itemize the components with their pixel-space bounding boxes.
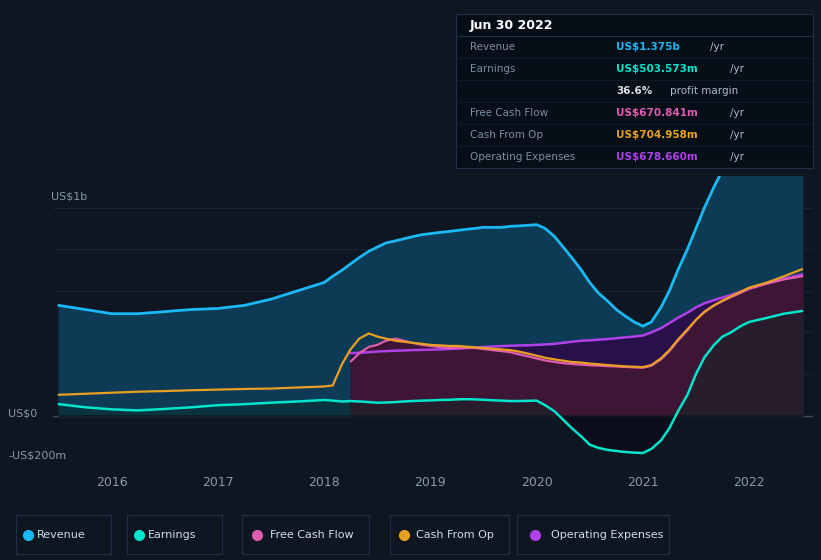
Text: Free Cash Flow: Free Cash Flow xyxy=(270,530,354,540)
Text: /yr: /yr xyxy=(730,108,744,118)
Text: US$1b: US$1b xyxy=(51,192,87,202)
Text: Revenue: Revenue xyxy=(470,42,515,52)
Text: 36.6%: 36.6% xyxy=(617,86,653,96)
Text: US$0: US$0 xyxy=(8,409,38,419)
Text: /yr: /yr xyxy=(730,130,744,140)
Text: Cash From Op: Cash From Op xyxy=(416,530,494,540)
Text: US$678.660m: US$678.660m xyxy=(617,152,698,162)
Text: profit margin: profit margin xyxy=(670,86,738,96)
Text: Earnings: Earnings xyxy=(470,64,516,74)
Text: Operating Expenses: Operating Expenses xyxy=(470,152,576,162)
Text: US$1.375b: US$1.375b xyxy=(617,42,681,52)
Text: US$704.958m: US$704.958m xyxy=(617,130,698,140)
Text: US$670.841m: US$670.841m xyxy=(617,108,698,118)
Text: Revenue: Revenue xyxy=(37,530,86,540)
Text: Jun 30 2022: Jun 30 2022 xyxy=(470,18,553,31)
Text: /yr: /yr xyxy=(730,64,744,74)
Text: Operating Expenses: Operating Expenses xyxy=(551,530,663,540)
Text: Free Cash Flow: Free Cash Flow xyxy=(470,108,548,118)
Text: /yr: /yr xyxy=(710,42,724,52)
Text: -US$200m: -US$200m xyxy=(8,450,67,460)
Text: Cash From Op: Cash From Op xyxy=(470,130,543,140)
Text: /yr: /yr xyxy=(730,152,744,162)
Text: Earnings: Earnings xyxy=(148,530,196,540)
Text: US$503.573m: US$503.573m xyxy=(617,64,698,74)
